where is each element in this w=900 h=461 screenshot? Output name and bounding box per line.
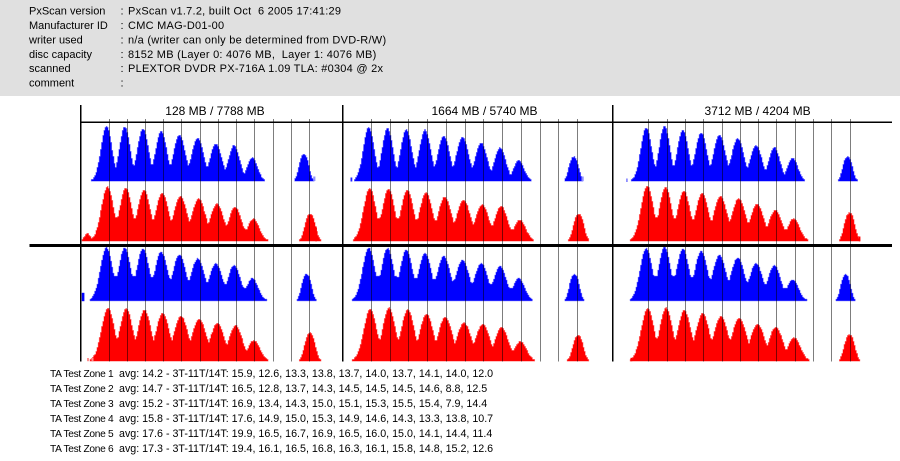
- svg-text:n/a (writer can only be determ: n/a (writer can only be determined from …: [128, 34, 386, 46]
- svg-text:1664 MB / 5740 MB: 1664 MB / 5740 MB: [431, 104, 537, 118]
- svg-text:PLEXTOR DVDR PX-716A 1.09 TLA:: PLEXTOR DVDR PX-716A 1.09 TLA: #0304 @ 2…: [128, 63, 383, 75]
- svg-text:avg: 14.2 - 3T-11T/14T: 15.9,: avg: 14.2 - 3T-11T/14T: 15.9, 12.6, 13.3…: [119, 368, 493, 380]
- svg-text:avg: 14.7 - 3T-11T/14T: 16.5,: avg: 14.7 - 3T-11T/14T: 16.5, 12.8, 13.7…: [119, 383, 487, 395]
- svg-text::: :: [121, 6, 124, 18]
- svg-text:128 MB / 7788 MB: 128 MB / 7788 MB: [165, 104, 264, 118]
- svg-text:avg: 17.3 - 3T-11T/14T: 19.4,: avg: 17.3 - 3T-11T/14T: 19.4, 16.1, 16.5…: [119, 443, 493, 455]
- svg-text:PxScan version: PxScan version: [29, 6, 105, 18]
- svg-text:avg: 15.8 - 3T-11T/14T: 17.6,: avg: 15.8 - 3T-11T/14T: 17.6, 14.9, 15.0…: [119, 413, 493, 425]
- svg-text:writer used: writer used: [28, 34, 83, 46]
- svg-text:TA Test Zone 6: TA Test Zone 6: [50, 444, 114, 455]
- svg-text::: :: [121, 34, 124, 46]
- svg-text:disc capacity: disc capacity: [29, 49, 92, 61]
- svg-text:TA Test Zone 4: TA Test Zone 4: [50, 414, 114, 425]
- svg-text::: :: [121, 78, 124, 90]
- svg-text:comment: comment: [29, 78, 74, 90]
- svg-text:TA Test Zone 2: TA Test Zone 2: [50, 384, 114, 395]
- svg-text:3712 MB / 4204 MB: 3712 MB / 4204 MB: [705, 104, 811, 118]
- svg-text:avg: 17.6 - 3T-11T/14T: 19.9,: avg: 17.6 - 3T-11T/14T: 19.9, 16.5, 16.7…: [119, 428, 492, 440]
- svg-text::: :: [121, 20, 124, 32]
- svg-text:TA Test Zone 1: TA Test Zone 1: [50, 369, 114, 380]
- svg-text:scanned: scanned: [29, 63, 71, 75]
- svg-text::: :: [121, 63, 124, 75]
- svg-text:TA Test Zone 5: TA Test Zone 5: [50, 429, 114, 440]
- svg-text:avg: 15.2 - 3T-11T/14T: 16.9,: avg: 15.2 - 3T-11T/14T: 16.9, 13.4, 14.3…: [119, 398, 487, 410]
- svg-text:Manufacturer ID: Manufacturer ID: [29, 20, 108, 32]
- svg-text:TA Test Zone 3: TA Test Zone 3: [50, 399, 114, 410]
- svg-text:8152 MB (Layer 0: 4076 MB, La: 8152 MB (Layer 0: 4076 MB, Layer 1: 4076…: [128, 49, 377, 61]
- svg-text:PxScan v1.7.2, built Oct 6 20: PxScan v1.7.2, built Oct 6 2005 17:41:29: [128, 6, 341, 18]
- svg-text:CMC MAG-D01-00: CMC MAG-D01-00: [128, 20, 224, 32]
- svg-text::: :: [121, 49, 124, 61]
